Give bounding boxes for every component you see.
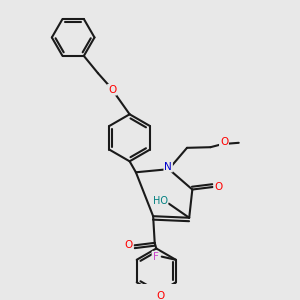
Text: HO: HO (152, 196, 167, 206)
Text: O: O (124, 240, 133, 250)
Text: N: N (164, 162, 172, 172)
Text: O: O (108, 85, 116, 95)
Text: O: O (220, 137, 228, 147)
Text: O: O (214, 182, 223, 192)
Text: O: O (157, 291, 165, 300)
Text: F: F (152, 252, 158, 262)
